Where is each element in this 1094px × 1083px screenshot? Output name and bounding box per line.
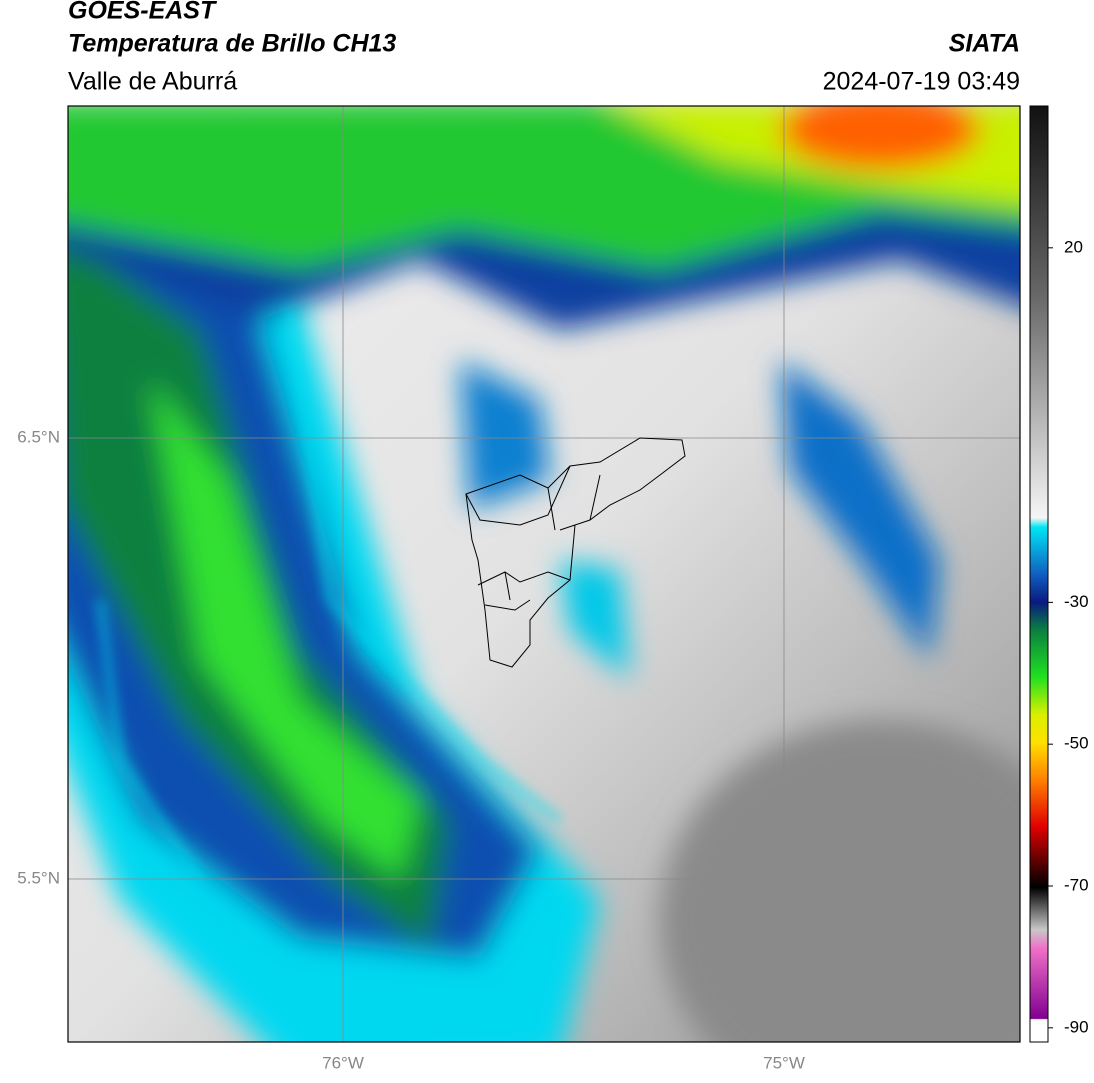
map-frame	[67, 105, 1021, 1043]
colorbar-tick-label: 20	[1064, 237, 1083, 256]
municipal-boundaries	[465, 437, 686, 668]
lon-label: 75°W	[763, 1053, 805, 1072]
datetime-label: 2024-07-19 03:49	[823, 68, 1020, 96]
lat-label: 5.5°N	[17, 868, 60, 887]
colorbar-tick-label: -50	[1064, 734, 1089, 753]
satellite-title: GOES-EAST	[68, 0, 218, 25]
lon-label: 76°W	[322, 1053, 364, 1072]
source-label: SIATA	[949, 30, 1020, 58]
colorbar-tick-label: -30	[1064, 592, 1089, 611]
colorbar	[1029, 105, 1049, 1043]
colorbar-tick-label: -90	[1064, 1017, 1089, 1036]
colorbar-tick-label: -70	[1064, 875, 1089, 894]
satellite-image	[68, 106, 1020, 1042]
lat-label: 6.5°N	[17, 427, 60, 446]
region-label: Valle de Aburrá	[68, 68, 237, 96]
product-title: Temperatura de Brillo CH13	[68, 30, 396, 58]
